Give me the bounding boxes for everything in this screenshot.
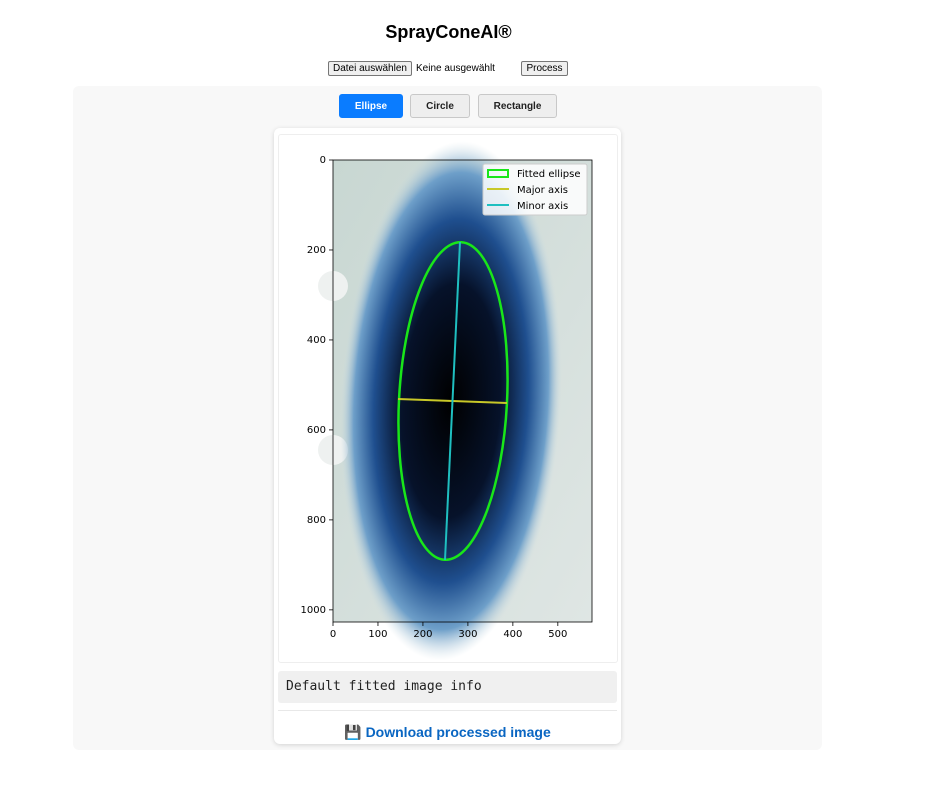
y-tick-label: 800 <box>307 515 326 526</box>
x-tick-label: 100 <box>368 629 387 640</box>
y-tick-label: 400 <box>307 335 326 346</box>
file-button[interactable]: Datei auswählen <box>328 61 412 76</box>
legend-label: Minor axis <box>517 201 568 212</box>
x-tick-label: 300 <box>458 629 477 640</box>
x-tick-label: 400 <box>503 629 522 640</box>
legend-label: Fitted ellipse <box>517 169 581 180</box>
y-tick-label: 0 <box>320 155 326 166</box>
shape-tab[interactable]: Ellipse <box>339 94 403 118</box>
y-tick-label: 600 <box>307 425 326 436</box>
y-tick-label: 1000 <box>301 605 326 616</box>
separator <box>278 710 617 711</box>
x-tick-label: 200 <box>413 629 432 640</box>
x-tick-label: 0 <box>330 629 336 640</box>
process-button[interactable]: Process <box>521 61 568 76</box>
minor-axis <box>444 241 461 561</box>
shape-tab[interactable]: Circle <box>410 94 470 118</box>
x-tick-label: 500 <box>548 629 567 640</box>
shape-tab[interactable]: Rectangle <box>478 94 557 118</box>
axes-frame <box>332 159 593 623</box>
download-link[interactable]: 💾 Download processed image <box>344 724 551 740</box>
figure: Fitted ellipse Major axis Minor axis 0 10… <box>278 134 618 663</box>
plot: Fitted ellipse Major axis Minor axis 0 10… <box>301 141 593 661</box>
legend-swatch <box>487 169 509 178</box>
info-box: Default fitted image info <box>278 671 617 703</box>
y-tick-label: 200 <box>307 245 326 256</box>
legend-label: Major axis <box>517 185 568 196</box>
file-status: Keine ausgewählt <box>416 63 495 74</box>
app-title: SprayConeAI® <box>385 22 512 42</box>
